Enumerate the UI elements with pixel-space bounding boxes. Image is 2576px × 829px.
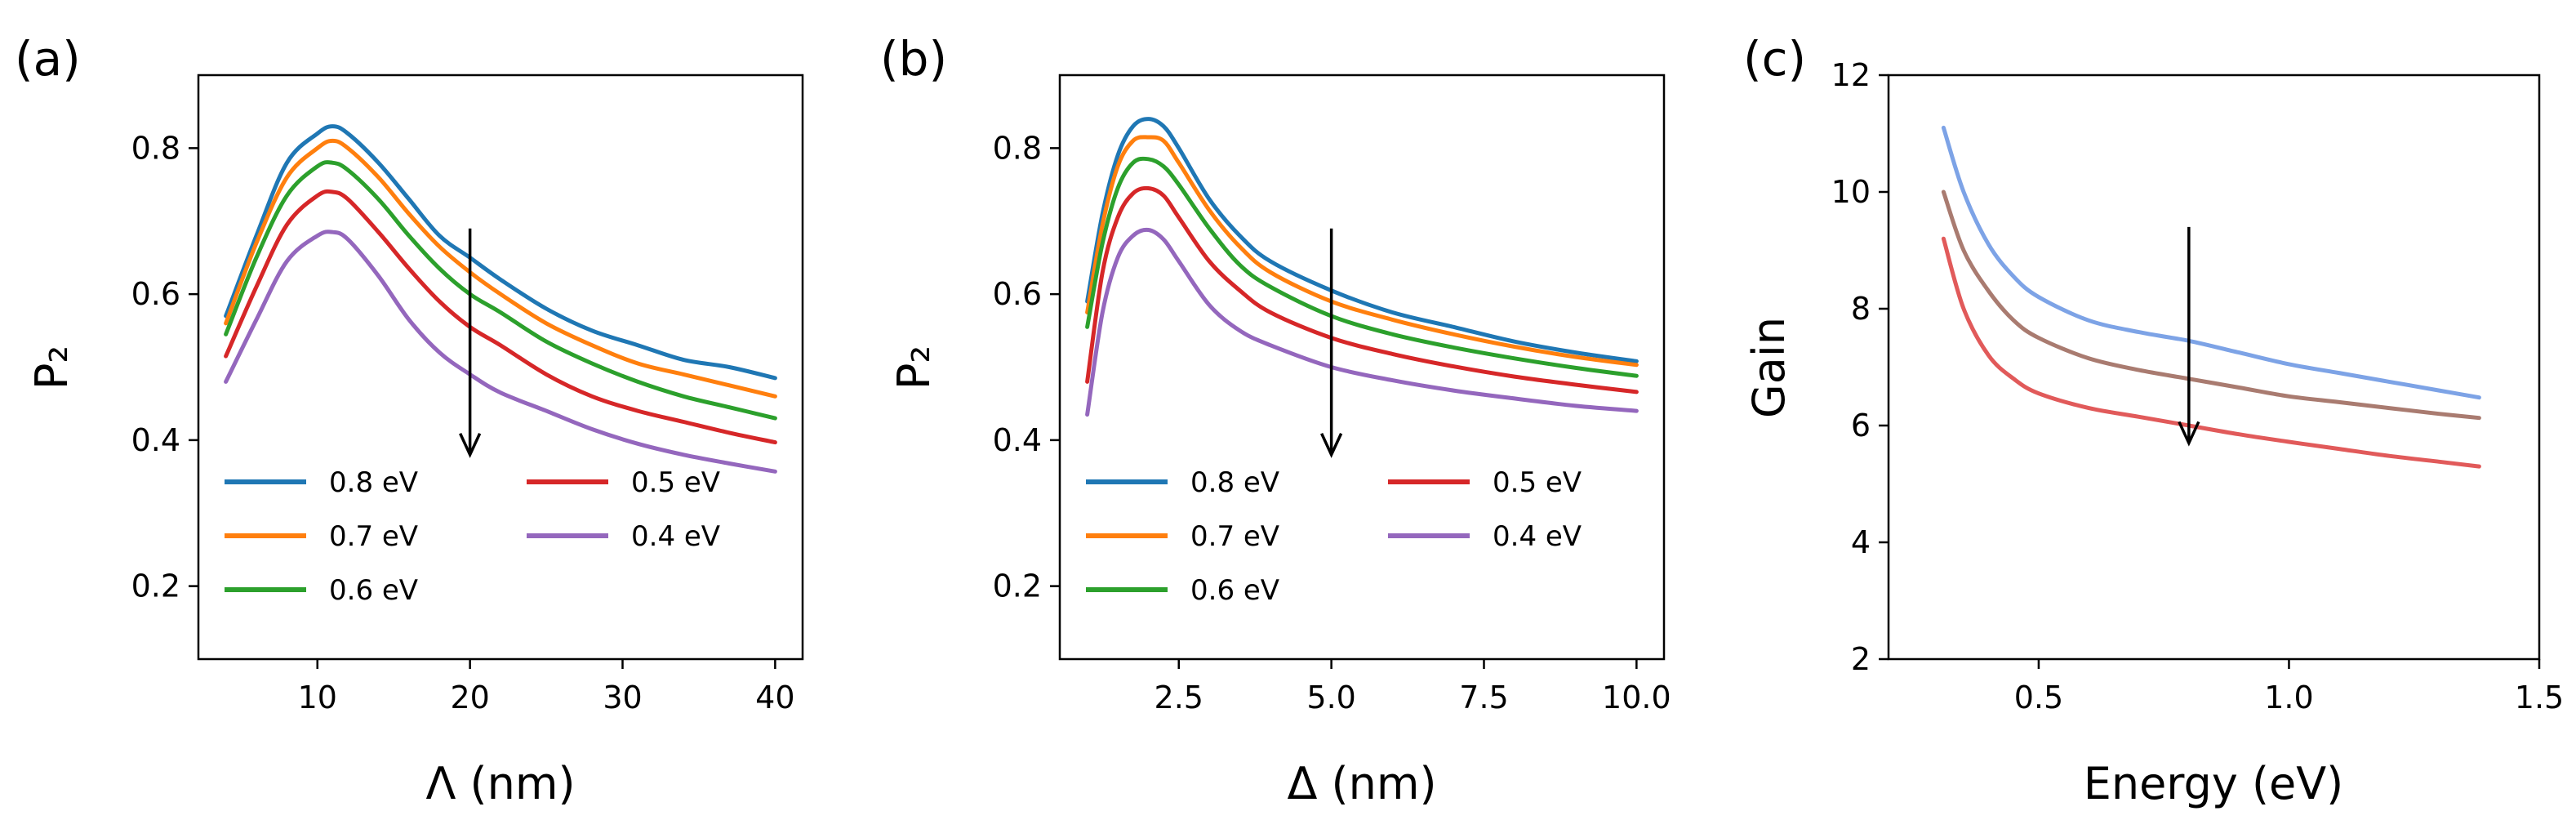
series-line-0_6-eV	[224, 160, 777, 421]
y-tick-label: 0.4	[993, 422, 1042, 458]
panel-label-b: (b)	[880, 31, 947, 87]
y-tick-label: 0.2	[993, 568, 1042, 604]
series-line-0_8-eV	[1085, 117, 1639, 363]
panel-b-legend: 0.8 eV 0.7 eV 0.6 eV 0.5 eV 0.4 eV	[1086, 466, 1582, 607]
panel-a-xlabel: Λ (nm)	[425, 758, 575, 809]
panel-c-ylabel: Gain	[1743, 317, 1795, 418]
x-tick-label: 20	[450, 680, 489, 715]
series-line-0_7-eV	[224, 138, 777, 399]
y-tick-label: 0.8	[131, 130, 180, 166]
panel-a-frame	[197, 74, 804, 661]
y-tick-label: 6	[1851, 408, 1871, 443]
y-tick-label: 0.8	[993, 130, 1042, 166]
y-tick-label: 0.2	[131, 568, 180, 604]
series-line-0_5-eV	[1085, 185, 1639, 394]
panel-label-a: (a)	[15, 31, 81, 87]
panel-c-curves	[1941, 125, 2481, 469]
y-tick-label: 8	[1851, 291, 1871, 327]
legend-label: 0.4 eV	[631, 520, 720, 553]
panel-c-xlabel: Energy (eV)	[2084, 758, 2344, 809]
series-line-curve-3	[1941, 236, 2481, 469]
panel-a: (a) 10 20 30 40 0.2 0.4 0.6 0.8 0.8 eV 0.7 eV 0.6…	[15, 31, 804, 809]
y-tick-label: 4	[1851, 524, 1871, 560]
x-tick-label: 0.5	[2014, 680, 2063, 715]
panel-b: (b) 2.5 5.0 7.5 10.0 0.2 0.4 0.6 0.8 0.8 eV 0.7 …	[880, 31, 1671, 809]
trend-arrow-head	[459, 433, 482, 458]
panel-a-legend: 0.8 eV 0.7 eV 0.6 eV 0.5 eV 0.4 eV	[225, 466, 720, 607]
panel-b-xlabel: Δ (nm)	[1287, 758, 1436, 809]
panel-label-c: (c)	[1743, 31, 1806, 87]
panel-a-ylabel: P₂	[26, 345, 78, 390]
y-tick-label: 12	[1831, 57, 1871, 93]
panel-b-arrow	[1320, 228, 1343, 458]
trend-arrow-head	[1320, 433, 1343, 458]
series-line-curve-1	[1941, 125, 2481, 400]
panel-a-ticks: 10 20 30 40 0.2 0.4 0.6 0.8	[131, 130, 795, 715]
series-line-0_4-eV	[1085, 227, 1639, 417]
panel-c: (c) 0.5 1.0 1.5 2 4 6 8 10 12 Energy (eV) Gain	[1743, 31, 2564, 809]
y-tick-label: 0.6	[131, 276, 180, 312]
x-tick-label: 2.5	[1155, 680, 1203, 715]
x-tick-label: 40	[755, 680, 794, 715]
x-tick-label: 10	[298, 680, 337, 715]
legend-label: 0.4 eV	[1493, 520, 1582, 553]
panel-b-ticks: 2.5 5.0 7.5 10.0 0.2 0.4 0.6 0.8	[993, 130, 1671, 715]
legend-label: 0.6 eV	[1190, 574, 1279, 607]
x-tick-label: 30	[603, 680, 642, 715]
panel-a-curves	[224, 124, 777, 474]
panel-b-ylabel: P₂	[888, 345, 940, 390]
series-line-0_8-eV	[224, 124, 777, 381]
x-tick-label: 10.0	[1602, 680, 1671, 715]
series-line-curve-2	[1941, 189, 2481, 421]
x-tick-label: 1.5	[2515, 680, 2564, 715]
series-line-0_7-eV	[1085, 135, 1639, 368]
panel-c-ticks: 0.5 1.0 1.5 2 4 6 8 10 12	[1831, 57, 2565, 715]
series-line-0_6-eV	[1085, 156, 1639, 378]
x-tick-label: 1.0	[2264, 680, 2313, 715]
legend-label: 0.5 eV	[1493, 466, 1582, 499]
panel-b-frame	[1058, 74, 1666, 661]
legend-label: 0.7 eV	[1190, 520, 1279, 553]
y-tick-label: 10	[1831, 174, 1871, 210]
series-line-0_5-eV	[224, 189, 777, 445]
legend-label: 0.5 eV	[631, 466, 720, 499]
legend-label: 0.8 eV	[1190, 466, 1279, 499]
y-tick-label: 0.4	[131, 422, 180, 458]
legend-label: 0.7 eV	[329, 520, 418, 553]
legend-label: 0.8 eV	[329, 466, 418, 499]
legend-label: 0.6 eV	[329, 574, 418, 607]
panel-c-arrow	[2178, 226, 2200, 447]
x-tick-label: 5.0	[1306, 680, 1355, 715]
trend-arrow-head	[2178, 421, 2200, 447]
panel-a-arrow	[459, 228, 482, 458]
x-tick-label: 7.5	[1459, 680, 1508, 715]
series-line-0_4-eV	[224, 230, 777, 474]
y-tick-label: 0.6	[993, 276, 1042, 312]
y-tick-label: 2	[1851, 641, 1871, 677]
panel-c-frame	[1887, 74, 2541, 661]
panel-b-curves	[1085, 117, 1639, 417]
